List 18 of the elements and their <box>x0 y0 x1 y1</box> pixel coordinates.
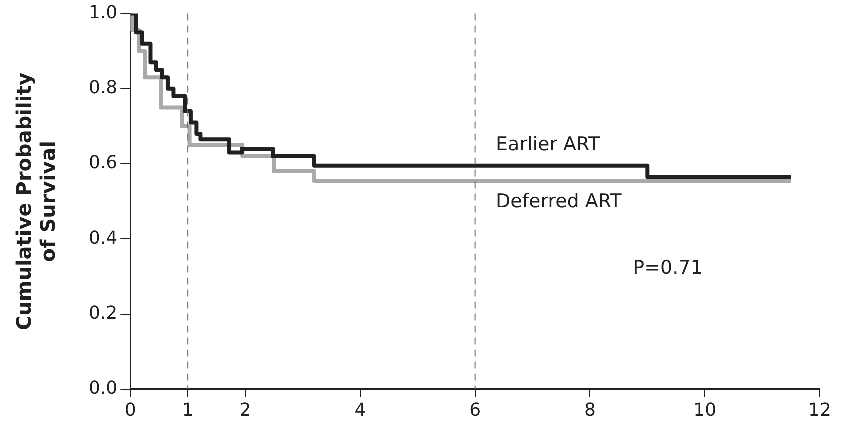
x-tick-label: 6 <box>470 400 482 421</box>
y-axis-title: Cumulative Probability of Survival <box>12 72 60 331</box>
x-tick-label: 4 <box>354 400 366 421</box>
series-label: Earlier ART <box>496 134 600 156</box>
x-tick-label: 12 <box>808 400 832 421</box>
y-tick-label: 0.4 <box>88 228 118 249</box>
y-tick-label: 0.0 <box>88 378 118 400</box>
x-tick-label: 8 <box>584 400 596 421</box>
x-tick-label: 1 <box>182 400 194 421</box>
y-tick-label: 1.0 <box>88 2 118 24</box>
annotation: P=0.71 <box>633 257 703 280</box>
y-tick-label: 0.2 <box>88 302 118 324</box>
x-tick-label: 0 <box>124 400 136 421</box>
x-tick-label: 2 <box>240 400 252 421</box>
x-tick-label: 10 <box>694 400 717 421</box>
y-tick-label: 0.8 <box>88 78 118 99</box>
series-label: Deferred ART <box>496 190 622 212</box>
y-tick-label: 0.6 <box>88 152 118 174</box>
